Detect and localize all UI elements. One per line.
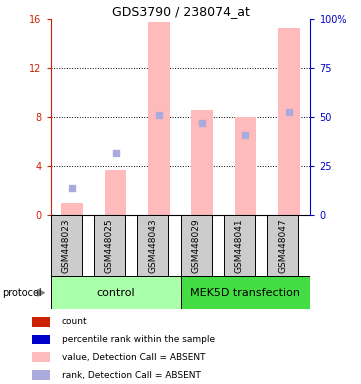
Bar — [278, 28, 300, 215]
Text: percentile rank within the sample: percentile rank within the sample — [61, 335, 215, 344]
Text: MEK5D transfection: MEK5D transfection — [191, 288, 300, 298]
Bar — [61, 203, 83, 215]
Bar — [180, 215, 212, 276]
Text: value, Detection Call = ABSENT: value, Detection Call = ABSENT — [61, 353, 205, 362]
Bar — [137, 215, 168, 276]
Point — [69, 185, 75, 191]
Bar — [32, 317, 50, 327]
Text: GSM448041: GSM448041 — [235, 218, 244, 273]
Bar — [267, 215, 298, 276]
Bar — [235, 117, 256, 215]
Text: GSM448025: GSM448025 — [105, 218, 114, 273]
Bar — [32, 353, 50, 362]
Text: GSM448043: GSM448043 — [148, 218, 157, 273]
Bar — [224, 215, 255, 276]
Point — [156, 112, 162, 118]
Bar — [180, 276, 310, 309]
Title: GDS3790 / 238074_at: GDS3790 / 238074_at — [112, 5, 249, 18]
Text: control: control — [96, 288, 135, 298]
Bar — [148, 22, 170, 215]
Bar — [32, 370, 50, 380]
Bar — [191, 110, 213, 215]
Point — [286, 109, 292, 115]
Point — [243, 132, 248, 139]
Bar — [32, 335, 50, 344]
Bar — [105, 170, 126, 215]
Bar — [51, 276, 180, 309]
Text: GSM448023: GSM448023 — [62, 218, 71, 273]
Point — [113, 149, 118, 156]
Text: protocol: protocol — [2, 288, 42, 298]
Text: GSM448029: GSM448029 — [192, 218, 201, 273]
Text: count: count — [61, 317, 87, 326]
Text: rank, Detection Call = ABSENT: rank, Detection Call = ABSENT — [61, 371, 200, 380]
Bar — [94, 215, 125, 276]
Text: GSM448047: GSM448047 — [278, 218, 287, 273]
Bar — [51, 215, 82, 276]
Point — [199, 120, 205, 126]
